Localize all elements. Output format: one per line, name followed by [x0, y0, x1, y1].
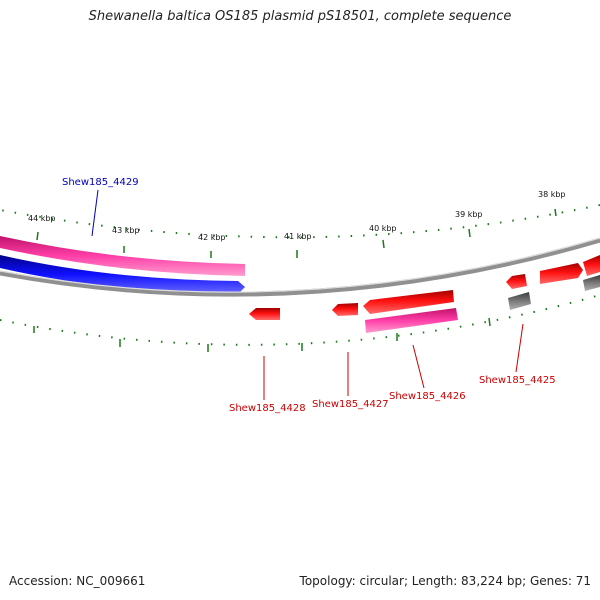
scale-labels: 44 kbp 43 kbp 42 kbp 41 kbp 40 kbp 39 kb…	[28, 190, 566, 242]
cds-shew185-4425[interactable]	[506, 274, 527, 289]
backbone-highlight	[0, 237, 600, 293]
major-tick-40	[382, 239, 385, 249]
scale-label-38: 38 kbp	[538, 190, 566, 199]
cds-forward-right-2[interactable]	[583, 255, 600, 276]
cds-shew185-4429-reverse[interactable]	[0, 255, 245, 294]
inner-tick-ring	[0, 294, 600, 352]
callout-line-4426	[412, 344, 425, 389]
gene-labels: Shew185_4429 Shew185_4428 Shew185_4427 S…	[62, 177, 556, 414]
gene-label-4429[interactable]: Shew185_4429	[62, 177, 139, 188]
callout-line-4425	[515, 323, 524, 373]
map-title: Shewanella baltica OS185 plasmid pS18501…	[88, 9, 512, 24]
accession-info: Accession: NC_009661	[9, 574, 146, 588]
backbone-circle	[0, 237, 600, 297]
cds-shew185-4427[interactable]	[332, 303, 358, 316]
scale-label-42: 42 kbp	[198, 233, 226, 242]
outer-tick-dots	[0, 204, 600, 239]
scale-label-41: 41 kbp	[284, 232, 312, 241]
cds-shew185-4428[interactable]	[249, 308, 280, 320]
cds-forward-right-1[interactable]	[540, 263, 583, 284]
callout-line-4429	[91, 189, 99, 237]
gene-label-4426[interactable]: Shew185_4426	[389, 391, 466, 402]
scale-label-39: 39 kbp	[455, 210, 483, 219]
other-feature-1[interactable]	[508, 292, 531, 310]
gene-segment-4426-track[interactable]	[365, 308, 458, 333]
callout-lines	[91, 189, 524, 400]
gene-label-4428[interactable]: Shew185_4428	[229, 403, 306, 414]
major-tick-38	[554, 208, 557, 217]
major-tick-44	[36, 231, 39, 241]
gene-label-4425[interactable]: Shew185_4425	[479, 375, 556, 386]
cds-shew185-4426[interactable]	[363, 290, 454, 314]
inner-major-tick-6	[488, 317, 491, 327]
topology-info: Topology: circular; Length: 83,224 bp; G…	[299, 574, 591, 588]
scale-label-44: 44 kbp	[28, 214, 56, 223]
scale-label-43: 43 kbp	[112, 226, 140, 235]
other-feature-2[interactable]	[583, 275, 600, 291]
major-tick-39	[468, 228, 471, 238]
scale-label-40: 40 kbp	[369, 224, 397, 233]
outer-tick-ring	[0, 204, 600, 258]
gene-label-4427[interactable]: Shew185_4427	[312, 399, 389, 410]
gene-segment-4429-track[interactable]	[0, 236, 245, 276]
